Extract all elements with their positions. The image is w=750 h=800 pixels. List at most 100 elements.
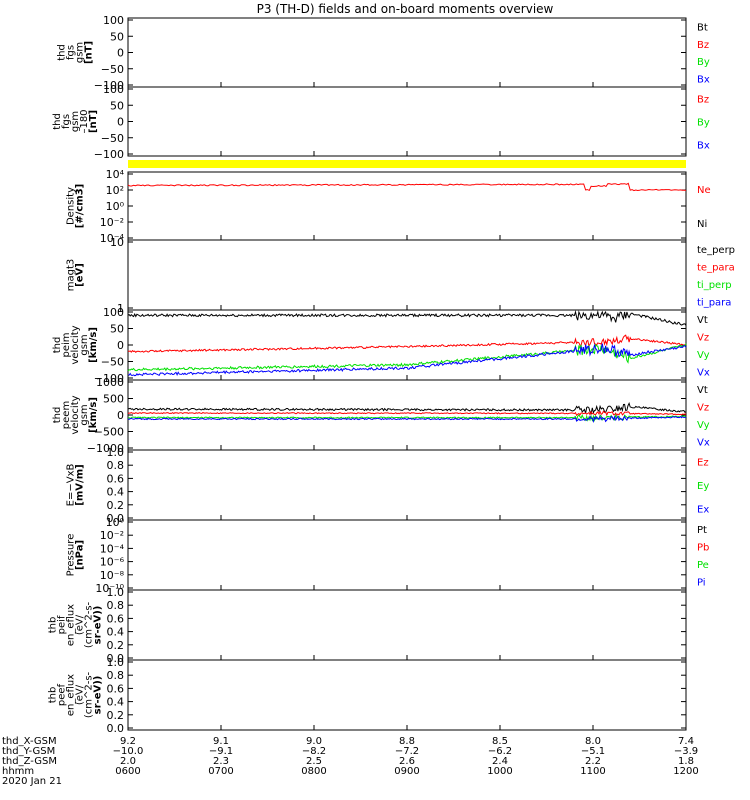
xaxis-rowlabel: thd_Z-GSM [2, 756, 57, 767]
legend-pe: Pe [697, 560, 709, 571]
ylabel-line: velocity [70, 395, 81, 434]
ytick-label: 0.2 [107, 709, 125, 722]
ytick-label: 100 [103, 14, 124, 27]
ytick-label: 0.8 [107, 599, 125, 612]
legend-vy: Vy [697, 420, 710, 431]
ytick-label: −100 [94, 372, 124, 385]
ytick-label: 0.6 [107, 612, 125, 625]
xaxis-value: 9.1 [213, 736, 229, 747]
xaxis-value: 9.2 [120, 736, 136, 747]
ylabel-line: gsm [75, 42, 86, 63]
xaxis-value: 2.5 [306, 756, 322, 767]
legend-by: By [697, 118, 710, 129]
legend-vy: Vy [697, 350, 710, 361]
ylabel-line: [nT] [88, 110, 99, 133]
ylabel-line: (cm^2-s- [84, 601, 95, 648]
legend-vz: Vz [697, 332, 709, 343]
xaxis-value: −10.0 [113, 746, 144, 757]
xaxis-value: −7.2 [395, 746, 419, 757]
ytick-label: 50 [110, 30, 124, 43]
ytick-label: 0.8 [107, 669, 125, 682]
ylabel: magt3[eV] [66, 259, 86, 292]
ytick-label: 0.0 [107, 512, 125, 525]
panel-frame [127, 86, 687, 157]
series-vy [127, 343, 687, 372]
ytick-label: 10⁰ [106, 200, 125, 213]
ylabel-line: –180 [79, 109, 90, 133]
xaxis-value: 0800 [301, 766, 326, 777]
xaxis-value: −8.2 [302, 746, 326, 757]
ylabel-line: [mV/m] [75, 464, 86, 505]
series-vz [127, 410, 687, 417]
legend-vt: Vt [697, 315, 708, 326]
legend-bx: Bx [697, 74, 710, 85]
panel-frame [127, 519, 687, 591]
ytick-label: 1 [117, 302, 124, 315]
ylabel-line: [km/s] [88, 397, 99, 433]
panel-3: 10⁴ 10² 10⁰ 10⁻² 10⁻⁴ Density[#/cm3] Ne Ni [66, 168, 711, 245]
series-vt [127, 402, 687, 416]
ylabel-line: peef [57, 683, 68, 706]
ylabel-line: peem [61, 401, 72, 429]
legend-pi: Pi [697, 577, 706, 588]
panel-frame [127, 171, 687, 241]
panel-7: 1.00.80.60.40.20.0 E=−VxB[mV/m] Ez Ey Ex [66, 446, 710, 525]
ylabel-line: thd [52, 113, 63, 130]
ylabel-line: thb [48, 687, 59, 704]
series-vy [127, 413, 687, 422]
xaxis-value: 1000 [487, 766, 512, 777]
ylabel-line: thd [57, 44, 68, 61]
ylabel-line: peim [61, 332, 72, 357]
ytick-label: −50 [101, 132, 124, 145]
legend-ez: Ez [697, 458, 709, 469]
ylabel-line: velocity [70, 325, 81, 364]
ylabel-line: thd [52, 337, 63, 354]
ylabel-line: (cm^2-s- [84, 671, 95, 718]
ytick-label: 1000 [96, 376, 124, 389]
ytick-label: 10⁰ [106, 516, 125, 529]
ylabel-line: Density [66, 187, 77, 225]
ytick-label: 0 [117, 47, 124, 60]
xaxis-value: 2.3 [213, 756, 229, 767]
ytick-label: −100 [94, 148, 124, 161]
xaxis-value: 2.2 [585, 756, 601, 767]
ytick-label: 100 [103, 306, 124, 319]
legend-ti-perp: ti_perp [697, 280, 732, 291]
ylabel-line: thb [48, 617, 59, 634]
ytick-label: 0.8 [107, 459, 125, 472]
ylabel: E=−VxB[mV/m] [66, 464, 86, 507]
ylabel-line: magt3 [66, 259, 77, 292]
legend-vz: Vz [697, 402, 709, 413]
ylabel-line: fgs [61, 114, 72, 129]
ytick-label: 1.0 [107, 656, 125, 669]
legend-te-para: te_para [697, 262, 735, 273]
ylabel-line: sr-eV)) [93, 676, 104, 715]
panel-4: 10 1 magt3[eV] te_perp te_para ti_perp ti_para [66, 236, 736, 315]
ytick-label: 10⁻¹⁰ [95, 582, 124, 595]
ylabel: Pressure[nPa] [66, 534, 86, 577]
ytick-label: 0.0 [107, 652, 125, 665]
xaxis-rowlabel: thd_Y-GSM [2, 746, 55, 757]
panel-frame [127, 17, 687, 88]
ylabel-line: thd [52, 407, 63, 424]
xaxis-value: 0900 [394, 766, 419, 777]
ylabel-line: E=−VxB [66, 464, 77, 507]
ytick-label: 500 [103, 393, 124, 406]
ytick-label: 0 [117, 116, 124, 129]
ylabel-line: [#/cm3] [75, 184, 86, 228]
xaxis-value: 0600 [115, 766, 140, 777]
ylabel-line: gsm [79, 404, 90, 425]
ytick-label: 0.4 [107, 696, 125, 709]
ytick-label: −500 [94, 426, 124, 439]
xaxis-value: 8.0 [585, 736, 601, 747]
panel-6: 1000 500 0 −500 −1000 thdpeemvelocitygsm[km/s… [52, 376, 710, 455]
xaxis-rowlabel: thd_X-GSM [2, 736, 57, 747]
ytick-label: 10⁻⁴ [100, 232, 125, 245]
ytick-label: 10⁻⁸ [100, 569, 125, 582]
legend-ex: Ex [697, 504, 709, 515]
panel-frame [127, 449, 687, 521]
ylabel-line: peif [57, 615, 68, 634]
